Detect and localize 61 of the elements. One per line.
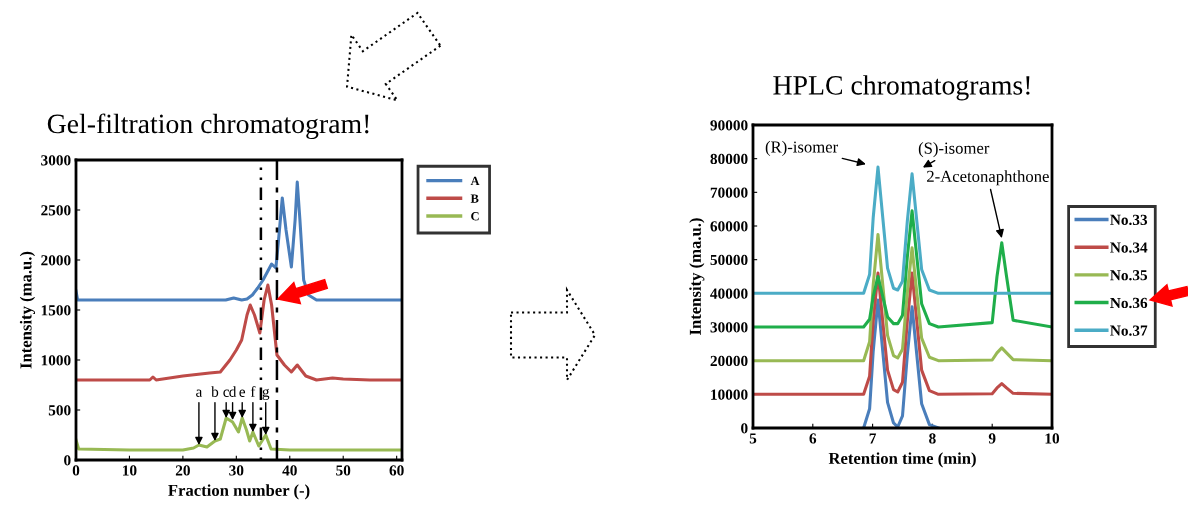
annotation: (R)-isomer bbox=[765, 140, 839, 156]
x-tick-label: 0 bbox=[72, 465, 80, 476]
legend-label: No.34 bbox=[1110, 242, 1148, 253]
chart-title: Gel-filtration chromatogram! bbox=[47, 113, 369, 139]
y-tick-label: 0 bbox=[64, 455, 71, 466]
annotation: e bbox=[239, 389, 246, 397]
x-tick-label: 8 bbox=[929, 433, 936, 444]
x-tick-label: 40 bbox=[282, 465, 297, 476]
y-tick-label: 2500 bbox=[41, 205, 71, 216]
legend-label: No.35 bbox=[1110, 270, 1148, 281]
y-tick-label: 90000 bbox=[710, 120, 748, 131]
chart-title: HPLC chromatograms! bbox=[773, 75, 1030, 101]
y-tick-label: 50000 bbox=[710, 254, 748, 266]
y-tick-label: 1000 bbox=[41, 355, 71, 366]
annotation: 2-Acetonaphthone bbox=[927, 170, 1049, 186]
y-axis-title: Intensity (ma.u.) bbox=[689, 218, 705, 335]
annotation: g bbox=[262, 388, 270, 400]
annotation: (S)-isomer bbox=[918, 142, 990, 158]
y-tick-label: 500 bbox=[48, 405, 71, 416]
x-axis-title: Retention time (min) bbox=[828, 452, 976, 468]
x-axis-title: Fraction number (-) bbox=[168, 484, 310, 500]
line-series bbox=[862, 298, 940, 428]
line-series bbox=[76, 283, 402, 382]
annotation: c bbox=[223, 389, 230, 397]
y-axis-title: Intensity (ma.u.) bbox=[19, 251, 36, 369]
y-tick-label: 1500 bbox=[41, 305, 71, 316]
x-tick-label: 9 bbox=[988, 433, 996, 444]
line-series bbox=[76, 180, 402, 302]
x-tick-label: 10 bbox=[1045, 433, 1060, 444]
y-tick-label: 30000 bbox=[710, 322, 748, 333]
x-tick-label: 5 bbox=[749, 433, 757, 444]
legend-label: No.36 bbox=[1110, 297, 1148, 309]
x-tick-label: 20 bbox=[175, 465, 190, 476]
annotation: d bbox=[229, 386, 237, 397]
x-tick-label: 6 bbox=[809, 433, 817, 444]
legend-label: A bbox=[470, 176, 480, 185]
y-tick-label: 20000 bbox=[710, 355, 748, 367]
y-tick-label: 10000 bbox=[711, 389, 748, 400]
line-series bbox=[753, 209, 1052, 329]
x-tick-label: 10 bbox=[123, 465, 137, 476]
legend-label: C bbox=[471, 212, 479, 221]
y-tick-label: 2000 bbox=[41, 255, 71, 266]
annotation: f bbox=[250, 385, 256, 397]
y-tick-label: 60000 bbox=[710, 221, 748, 232]
annotation: a bbox=[196, 389, 203, 397]
x-tick-label: 7 bbox=[869, 433, 877, 444]
y-tick-label: 3000 bbox=[41, 155, 71, 166]
line-series bbox=[753, 232, 1052, 363]
line-series bbox=[753, 165, 1052, 295]
x-tick-label: 30 bbox=[229, 465, 244, 476]
legend-label: B bbox=[470, 194, 479, 203]
y-tick-label: 70000 bbox=[710, 187, 748, 198]
x-tick-label: 60 bbox=[389, 465, 404, 476]
annotation: b bbox=[211, 386, 219, 397]
y-tick-label: 0 bbox=[741, 423, 748, 434]
y-tick-label: 80000 bbox=[710, 153, 748, 165]
x-tick-label: 50 bbox=[336, 465, 351, 476]
line-series bbox=[753, 271, 1052, 396]
legend-label: No.33 bbox=[1110, 214, 1148, 226]
legend-label: No.37 bbox=[1110, 325, 1148, 336]
y-tick-label: 40000 bbox=[710, 288, 748, 299]
